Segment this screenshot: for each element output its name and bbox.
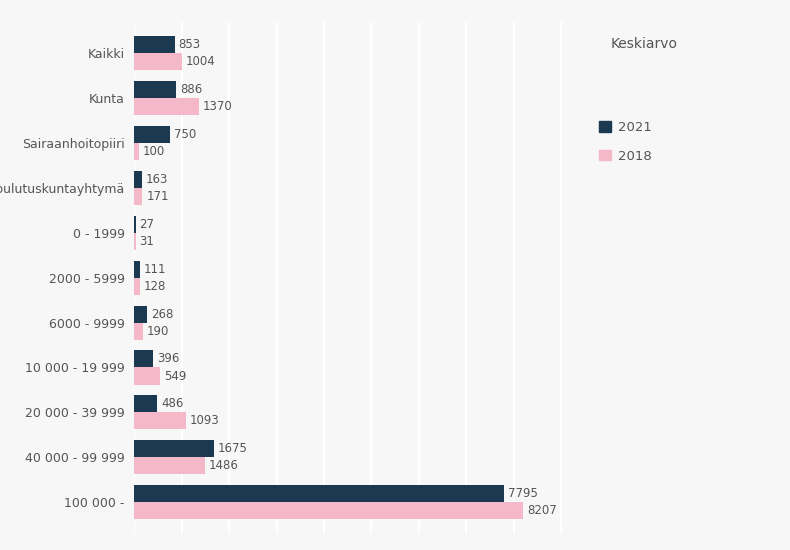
Text: 190: 190 — [147, 324, 170, 338]
Bar — [134, 188, 142, 205]
Bar — [134, 350, 153, 367]
Text: 1486: 1486 — [209, 459, 239, 472]
Text: 750: 750 — [174, 128, 196, 141]
Bar — [134, 261, 140, 278]
Bar — [134, 36, 175, 53]
Text: 7795: 7795 — [508, 487, 537, 500]
Text: 1370: 1370 — [203, 100, 233, 113]
Bar — [134, 306, 147, 323]
Text: 1675: 1675 — [217, 442, 247, 455]
Text: Keskiarvo: Keskiarvo — [611, 37, 678, 51]
Bar — [134, 323, 143, 340]
Bar — [134, 171, 142, 188]
Bar — [134, 278, 141, 295]
Text: 163: 163 — [146, 173, 168, 186]
Text: 486: 486 — [161, 397, 183, 410]
Bar — [134, 53, 182, 70]
Bar — [134, 143, 139, 160]
Bar — [134, 216, 136, 233]
Text: 171: 171 — [146, 190, 169, 203]
Bar — [134, 98, 199, 116]
Text: 100: 100 — [143, 145, 165, 158]
Text: 396: 396 — [157, 353, 179, 365]
Text: 27: 27 — [139, 218, 154, 231]
Bar — [134, 485, 504, 502]
Text: 1004: 1004 — [186, 56, 216, 68]
Text: 886: 886 — [180, 83, 202, 96]
Text: 8207: 8207 — [527, 504, 557, 517]
Text: 31: 31 — [140, 235, 154, 248]
Bar — [134, 440, 213, 457]
Bar — [134, 81, 176, 98]
Text: 549: 549 — [164, 370, 186, 382]
Bar — [134, 126, 170, 143]
Bar — [134, 233, 136, 250]
Bar — [134, 367, 160, 384]
Text: 853: 853 — [179, 39, 201, 51]
Bar — [134, 395, 157, 412]
Text: 128: 128 — [144, 280, 167, 293]
Text: 1093: 1093 — [190, 414, 220, 427]
Bar — [134, 502, 523, 519]
Legend: 2021, 2018: 2021, 2018 — [599, 120, 652, 163]
Bar — [134, 457, 205, 474]
Bar — [134, 412, 186, 430]
Text: 111: 111 — [143, 263, 166, 276]
Text: 268: 268 — [151, 307, 173, 321]
